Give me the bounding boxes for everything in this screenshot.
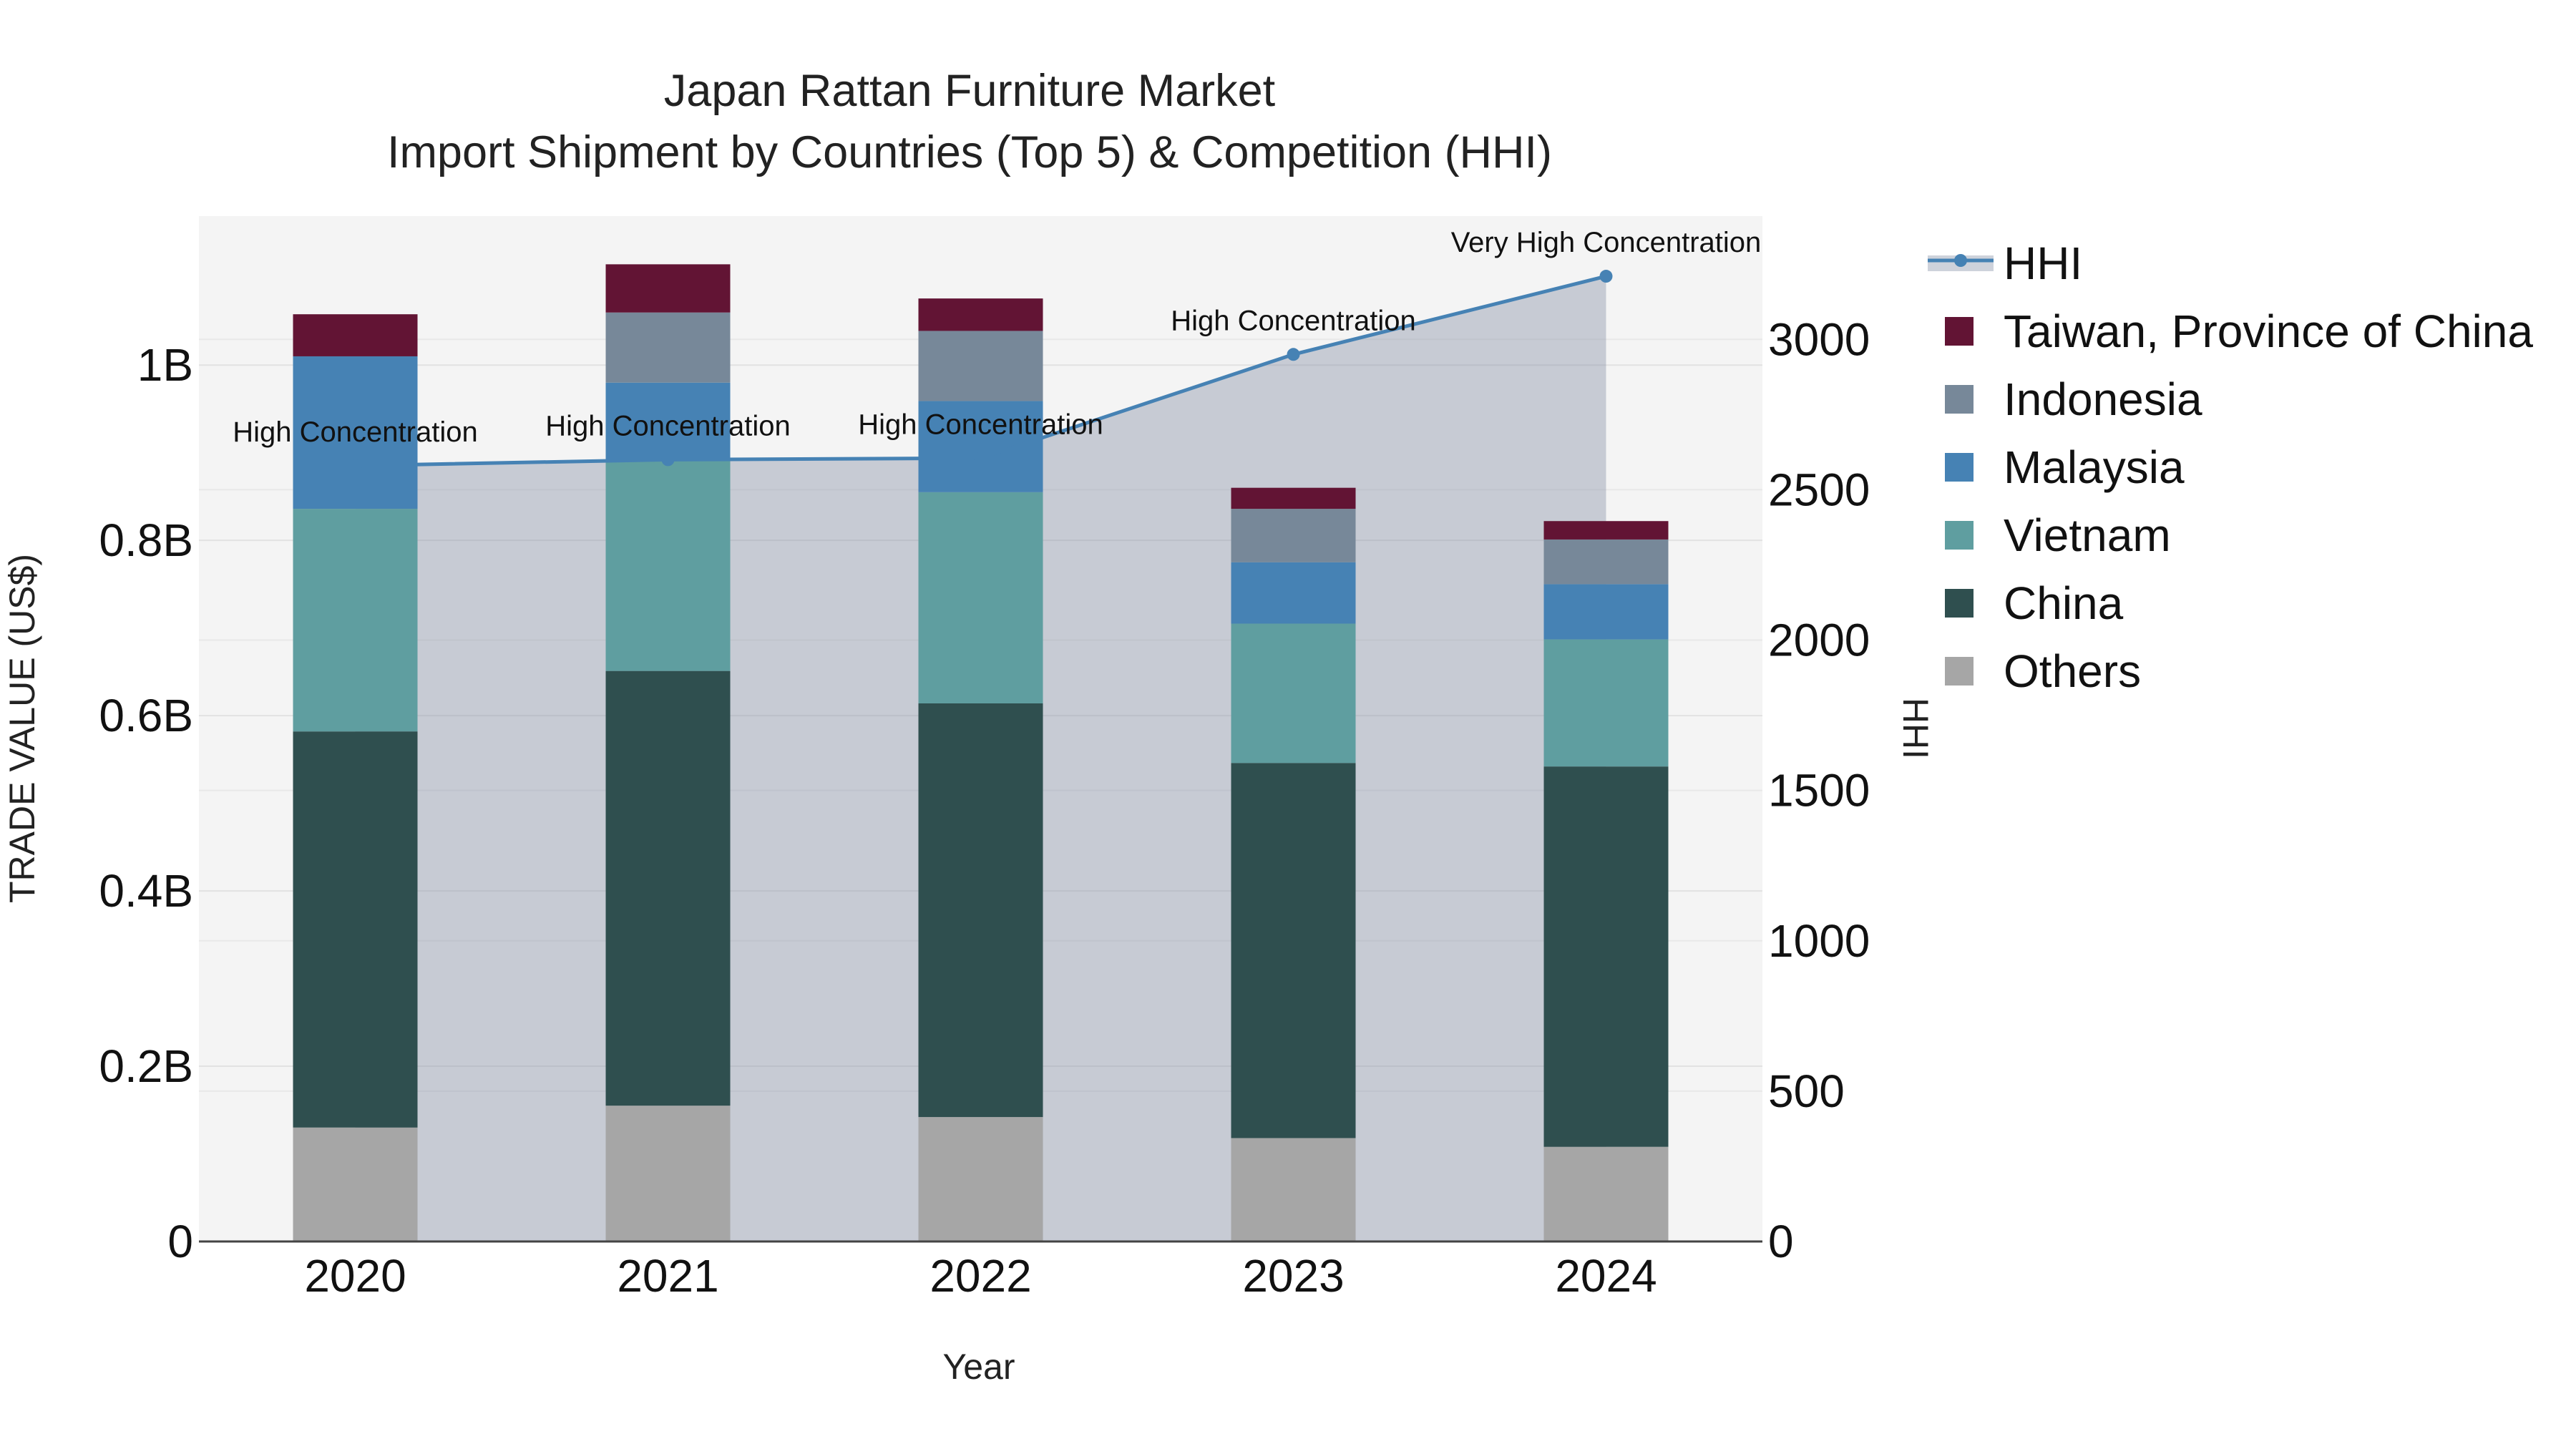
bar-malaysia-2023 <box>1231 562 1356 624</box>
x-tick-label: 2021 <box>617 1250 718 1302</box>
y-tick-label: 1B <box>137 339 193 391</box>
bar-malaysia-2021 <box>605 382 731 461</box>
y-tick-label: 0 <box>167 1216 193 1267</box>
hhi-annotations: High Concentration High Concentration High… <box>233 227 1761 448</box>
x-tick-label: 2023 <box>1242 1250 1344 1302</box>
y2-tick-label: 2000 <box>1768 615 1870 666</box>
legend-label: China <box>2004 577 2124 629</box>
legend-swatch-hhi-marker <box>1954 254 1967 267</box>
bar-others-2023 <box>1231 1138 1356 1241</box>
bar-china-2023 <box>1231 763 1356 1138</box>
bar-taiwan-province-of-china-2020 <box>293 314 418 356</box>
hhi-point-2023 <box>1287 348 1300 361</box>
hhi-point-2020 <box>348 459 362 472</box>
bar-vietnam-2021 <box>605 460 731 671</box>
hhi-line <box>348 270 1613 472</box>
bars <box>293 264 1669 1241</box>
bar-others-2024 <box>1543 1146 1669 1241</box>
y2-axis-title: HHI <box>1896 698 1936 759</box>
legend-label: Malaysia <box>2004 441 2185 493</box>
bar-others-2020 <box>293 1127 418 1241</box>
hhi-point-2021 <box>661 453 675 467</box>
legend-label: Indonesia <box>2004 374 2202 425</box>
bar-malaysia-2020 <box>293 356 418 509</box>
bar-malaysia-2022 <box>918 401 1043 492</box>
bar-taiwan-province-of-china-2024 <box>1543 521 1669 540</box>
legend-swatch <box>1945 317 1974 346</box>
y-tick-label: 0.2B <box>99 1040 193 1092</box>
y2-axis-ticks: 0 500 1000 1500 2000 2500 3000 <box>1768 313 1870 1267</box>
hhi-annotation-2022: High Concentration <box>858 409 1103 440</box>
bar-vietnam-2020 <box>293 509 418 732</box>
y2-tick-label: 500 <box>1768 1065 1845 1117</box>
legend-item-vietnam: Vietnam <box>1945 509 2171 561</box>
legend-item-others: Others <box>1945 645 2141 697</box>
bar-taiwan-province-of-china-2021 <box>605 264 731 313</box>
bar-vietnam-2022 <box>918 492 1043 703</box>
y2-tick-label: 1000 <box>1768 915 1870 967</box>
legend-label: HHI <box>2004 238 2082 289</box>
hhi-annotation-2024: Very High Concentration <box>1451 227 1762 258</box>
hhi-annotation-2023: High Concentration <box>1171 305 1415 336</box>
legend-label: Others <box>2004 645 2141 697</box>
y2-tick-label: 3000 <box>1768 313 1870 365</box>
bar-taiwan-province-of-china-2023 <box>1231 487 1356 509</box>
bar-indonesia-2024 <box>1543 539 1669 585</box>
bar-china-2022 <box>918 703 1043 1118</box>
legend-swatch <box>1945 521 1974 550</box>
bar-vietnam-2024 <box>1543 639 1669 767</box>
legend-label: Vietnam <box>2004 509 2171 561</box>
legend-swatch <box>1945 657 1974 686</box>
hhi-annotation-2021: High Concentration <box>545 410 790 441</box>
legend-item-china: China <box>1945 577 2124 629</box>
bar-others-2021 <box>605 1106 731 1241</box>
chart-title: Japan Rattan Furniture Market <box>664 66 1276 116</box>
chart-subtitle: Import Shipment by Countries (Top 5) & C… <box>387 127 1552 177</box>
x-axis-ticks: 2020 2021 2022 2023 2024 <box>304 1250 1657 1302</box>
x-axis-title: Year <box>942 1347 1015 1387</box>
y-tick-label: 0.8B <box>99 514 193 566</box>
bar-china-2024 <box>1543 766 1669 1147</box>
bar-china-2020 <box>293 731 418 1128</box>
y-axis-title: TRADE VALUE (US$) <box>2 554 42 903</box>
x-tick-label: 2022 <box>930 1250 1031 1302</box>
legend-swatch <box>1945 453 1974 482</box>
bar-indonesia-2021 <box>605 312 731 383</box>
legend: HHI Taiwan, Province of China Indonesia Mal… <box>1928 238 2533 697</box>
bar-vietnam-2023 <box>1231 623 1356 763</box>
y2-tick-label: 1500 <box>1768 765 1870 816</box>
hhi-annotation-2020: High Concentration <box>233 416 477 448</box>
bar-china-2021 <box>605 670 731 1106</box>
hhi-point-2024 <box>1599 270 1613 283</box>
y-tick-label: 0.6B <box>99 690 193 741</box>
y-axis-ticks: 0 0.2B 0.4B 0.6B 0.8B 1B <box>99 339 193 1267</box>
legend-swatch <box>1945 385 1974 414</box>
bar-indonesia-2022 <box>918 331 1043 401</box>
bar-taiwan-province-of-china-2022 <box>918 298 1043 331</box>
legend-label: Taiwan, Province of China <box>2004 306 2533 357</box>
bar-malaysia-2024 <box>1543 584 1669 640</box>
legend-swatch <box>1945 589 1974 618</box>
y-tick-label: 0.4B <box>99 865 193 917</box>
x-tick-label: 2020 <box>304 1250 406 1302</box>
bar-indonesia-2023 <box>1231 509 1356 562</box>
legend-item-hhi: HHI <box>1928 238 2082 289</box>
bar-others-2022 <box>918 1117 1043 1241</box>
legend-item-taiwan-province-of-china: Taiwan, Province of China <box>1945 306 2533 357</box>
legend-item-malaysia: Malaysia <box>1945 441 2185 493</box>
y2-tick-label: 0 <box>1768 1216 1794 1267</box>
legend-item-indonesia: Indonesia <box>1945 374 2202 425</box>
hhi-point-2022 <box>974 452 987 465</box>
x-tick-label: 2024 <box>1555 1250 1657 1302</box>
y2-tick-label: 2500 <box>1768 464 1870 515</box>
